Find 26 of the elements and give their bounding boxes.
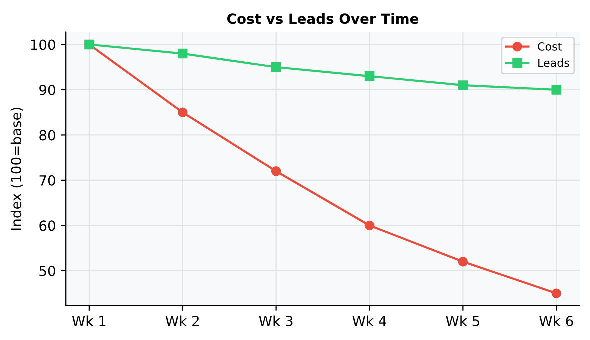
- y-tick-label: 80: [40, 130, 56, 141]
- point: [458, 80, 468, 90]
- x-tick-label: Wk 5: [446, 316, 480, 326]
- x-tick-label: Wk 4: [352, 316, 386, 326]
- y-tick-label: 60: [40, 220, 56, 232]
- point: [178, 108, 188, 118]
- y-tick-label: 70: [40, 175, 56, 186]
- point: [552, 288, 562, 298]
- point: [364, 72, 375, 82]
- point: [552, 85, 562, 95]
- point: [271, 62, 282, 72]
- point: [271, 166, 282, 176]
- point: [364, 220, 375, 231]
- y-tick-label: 50: [40, 266, 56, 276]
- y-tick-label: 100: [31, 40, 56, 50]
- y-tick-label: 90: [40, 84, 56, 96]
- legend-label: Leads: [538, 58, 570, 68]
- x-tick-label: Wk 1: [72, 316, 106, 326]
- legend-label: Cost: [538, 42, 562, 51]
- chart-title: Cost vs Leads Over Time: [228, 13, 419, 24]
- x-tick-label: Wk 6: [540, 316, 574, 326]
- point: [458, 257, 468, 267]
- y-axis-title: Index (100=base): [10, 108, 24, 230]
- x-tick-label: Wk 2: [166, 316, 199, 326]
- point: [178, 48, 188, 59]
- x-tick-label: Wk 3: [259, 316, 293, 326]
